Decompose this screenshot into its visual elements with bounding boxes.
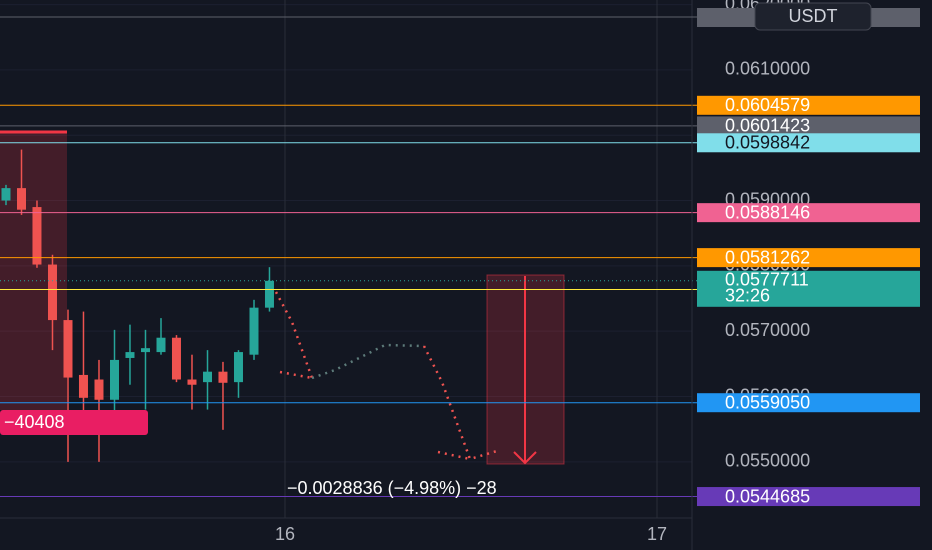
candle-body bbox=[110, 359, 120, 400]
candle-body bbox=[187, 379, 197, 385]
candle-body bbox=[203, 371, 213, 383]
price-lines bbox=[0, 104, 697, 498]
candle-body bbox=[140, 348, 150, 353]
price-label-text: 0.0581262 bbox=[725, 247, 810, 267]
projection bbox=[311, 343, 425, 380]
current-price-text: 0.0577711 bbox=[725, 270, 809, 290]
candle-body bbox=[78, 374, 88, 398]
candle-body bbox=[264, 280, 274, 308]
position-tag bbox=[0, 410, 148, 435]
price-label-text: 0.0559050 bbox=[725, 392, 810, 412]
price-label bbox=[697, 116, 920, 136]
position-tag-text: −40408 bbox=[4, 412, 65, 432]
candle-body bbox=[249, 307, 259, 355]
price-label bbox=[697, 248, 920, 268]
current-price-label bbox=[697, 270, 920, 307]
candle-body bbox=[171, 337, 181, 380]
candle-body bbox=[233, 352, 243, 383]
measure-arrow-head bbox=[513, 451, 537, 465]
x-tick-label: 16 bbox=[275, 524, 295, 544]
y-tick-label: 0.0550000 bbox=[725, 451, 810, 471]
candle-body bbox=[1, 188, 11, 201]
candle-body bbox=[63, 320, 73, 378]
price-label bbox=[697, 133, 920, 153]
currency: USDT bbox=[789, 6, 838, 26]
candle-body bbox=[125, 352, 135, 358]
candle-body bbox=[32, 207, 42, 265]
candle-body bbox=[156, 337, 166, 353]
measure-label: −0.0028836 (−4.98%) −28 bbox=[287, 478, 497, 498]
price-axis: 0.06200000.06100000.06000000.05900000.05… bbox=[697, 0, 920, 506]
price-label-text: 0.0604579 bbox=[725, 95, 810, 115]
candle-body bbox=[94, 379, 104, 400]
candles bbox=[1, 149, 274, 462]
candle-body bbox=[47, 264, 57, 321]
currency-badge bbox=[754, 2, 872, 31]
countdown: 32:26 bbox=[725, 286, 770, 306]
candle-body bbox=[17, 188, 27, 210]
grid bbox=[0, 0, 692, 518]
price-label-text: 0.0544685 bbox=[725, 486, 810, 506]
price-label bbox=[697, 487, 920, 507]
price-label bbox=[697, 393, 920, 413]
y-tick-label: 0.0610000 bbox=[725, 59, 810, 79]
candle-body bbox=[218, 371, 228, 383]
x-tick-label: 17 bbox=[647, 524, 667, 544]
price-label bbox=[697, 203, 920, 223]
price-label-text: 0.0598842 bbox=[725, 133, 810, 153]
price-label-text: 0.0588146 bbox=[725, 202, 810, 222]
price-label-text: 0.0601423 bbox=[725, 116, 810, 136]
price-label bbox=[697, 95, 920, 115]
chart-clip: −0.0028836 (−4.98%) −28 bbox=[287, 478, 497, 498]
y-tick-label: 0.0570000 bbox=[725, 320, 810, 340]
